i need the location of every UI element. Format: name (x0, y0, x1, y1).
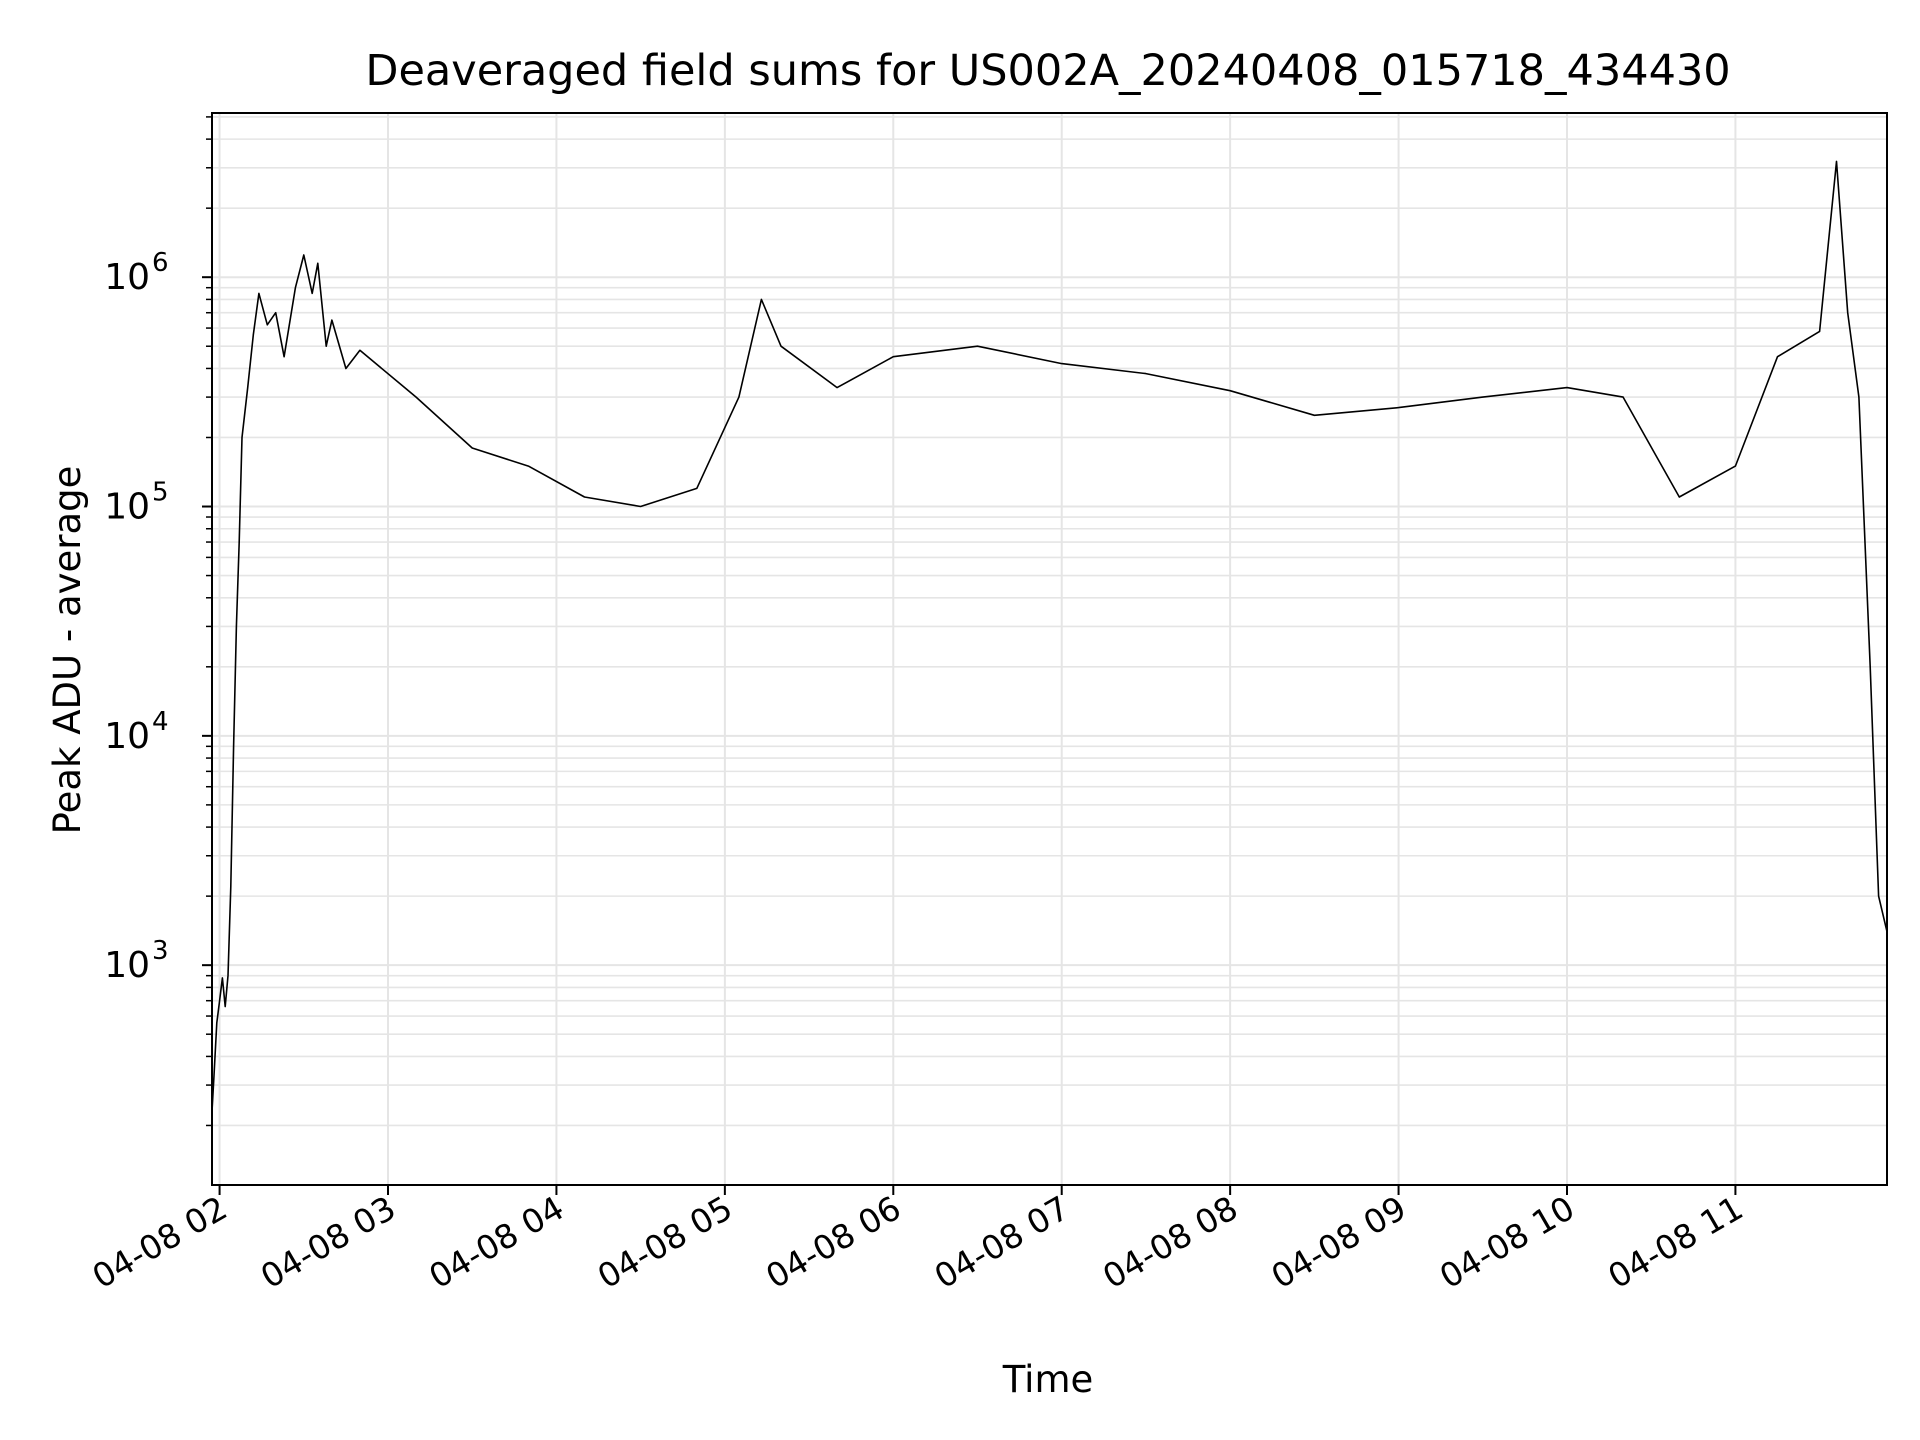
y-tick-exponent: 4 (152, 707, 169, 737)
grid (212, 113, 1887, 1185)
y-axis-label: Peak ADU - average (46, 466, 89, 835)
series-line (211, 160, 1888, 1112)
chart-title: Deaveraged field sums for US002A_2024040… (365, 46, 1730, 96)
y-tick-label: 10 (104, 487, 150, 528)
plot-frame (211, 112, 1888, 1186)
series-layer (211, 160, 1888, 1112)
y-tick-exponent: 5 (152, 478, 169, 508)
y-tick-exponent: 3 (152, 936, 169, 966)
x-axis-label: Time (1002, 1358, 1094, 1401)
y-tick-label: 10 (104, 945, 150, 986)
y-tick-exponent: 6 (152, 248, 169, 278)
y-tick-label: 10 (104, 257, 150, 298)
y-tick-label: 10 (104, 716, 150, 757)
